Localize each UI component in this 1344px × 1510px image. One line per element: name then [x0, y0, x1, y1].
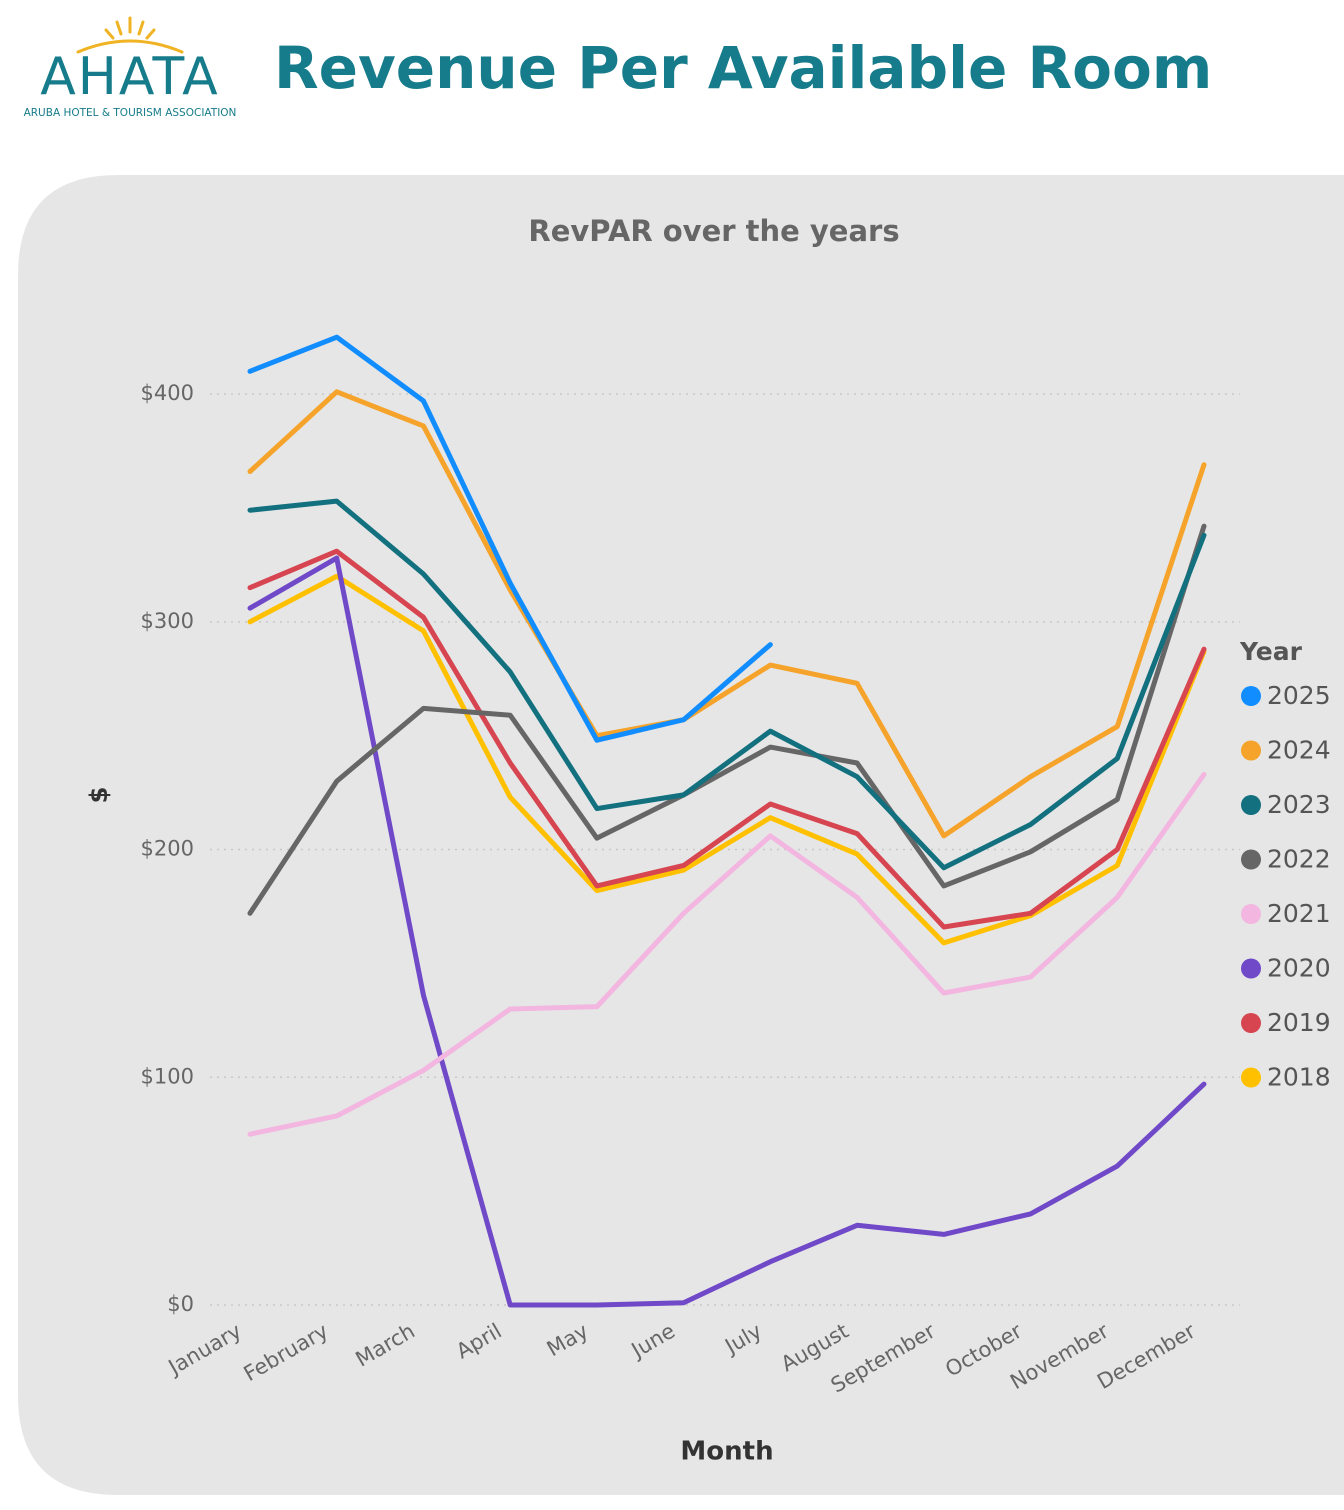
- y-tick-label: $400: [141, 381, 194, 405]
- legend-swatch: [1241, 740, 1261, 761]
- logo-subtext: ARUBA HOTEL & TOURISM ASSOCIATION: [24, 107, 237, 119]
- legend-swatch: [1241, 958, 1261, 979]
- legend-swatch: [1241, 686, 1261, 706]
- chart-panel: [18, 175, 1344, 1495]
- y-tick-label: $0: [167, 1292, 194, 1316]
- legend-text: 2023: [1267, 790, 1331, 819]
- series-line: [247, 555, 1207, 1308]
- series-line: [247, 548, 1207, 930]
- page-title: Revenue Per Available Room: [274, 34, 1212, 102]
- legend: Year 2025 2024 2023 2022 2021 2020 2019 2018: [1239, 637, 1331, 1092]
- x-axis-label: Month: [680, 1437, 773, 1467]
- legend-swatch: [1241, 795, 1261, 815]
- legend-text: 2020: [1267, 954, 1331, 983]
- legend-title: Year: [1239, 637, 1303, 666]
- legend-text: 2018: [1267, 1063, 1331, 1092]
- legend-swatch: [1241, 904, 1261, 924]
- legend-text: 2025: [1267, 681, 1331, 710]
- y-tick-label: $200: [141, 837, 194, 861]
- logo: AHATA ARUBA HOTEL & TOURISM ASSOCIATION: [24, 16, 237, 119]
- y-tick-label: $100: [141, 1064, 194, 1088]
- legend-text: 2022: [1267, 845, 1331, 874]
- legend-swatch: [1241, 849, 1261, 870]
- series-line: [247, 523, 1207, 916]
- logo-text: AHATA: [40, 47, 220, 107]
- y-tick-label: $300: [141, 609, 194, 633]
- y-axis-label: $: [85, 787, 113, 804]
- legend-swatch: [1241, 1013, 1261, 1033]
- legend-swatch: [1241, 1067, 1261, 1088]
- legend-text: 2019: [1267, 1008, 1331, 1037]
- lines: [247, 334, 1207, 1308]
- series-line: [247, 498, 1207, 871]
- series-line: [247, 573, 1207, 946]
- series-line: [247, 389, 1207, 839]
- chart-title: RevPAR over the years: [528, 214, 899, 248]
- logo-sun: [76, 16, 184, 54]
- legend-text: 2024: [1267, 736, 1331, 765]
- legend-text: 2021: [1267, 899, 1331, 928]
- series-line: [247, 334, 773, 743]
- series-line: [247, 771, 1207, 1137]
